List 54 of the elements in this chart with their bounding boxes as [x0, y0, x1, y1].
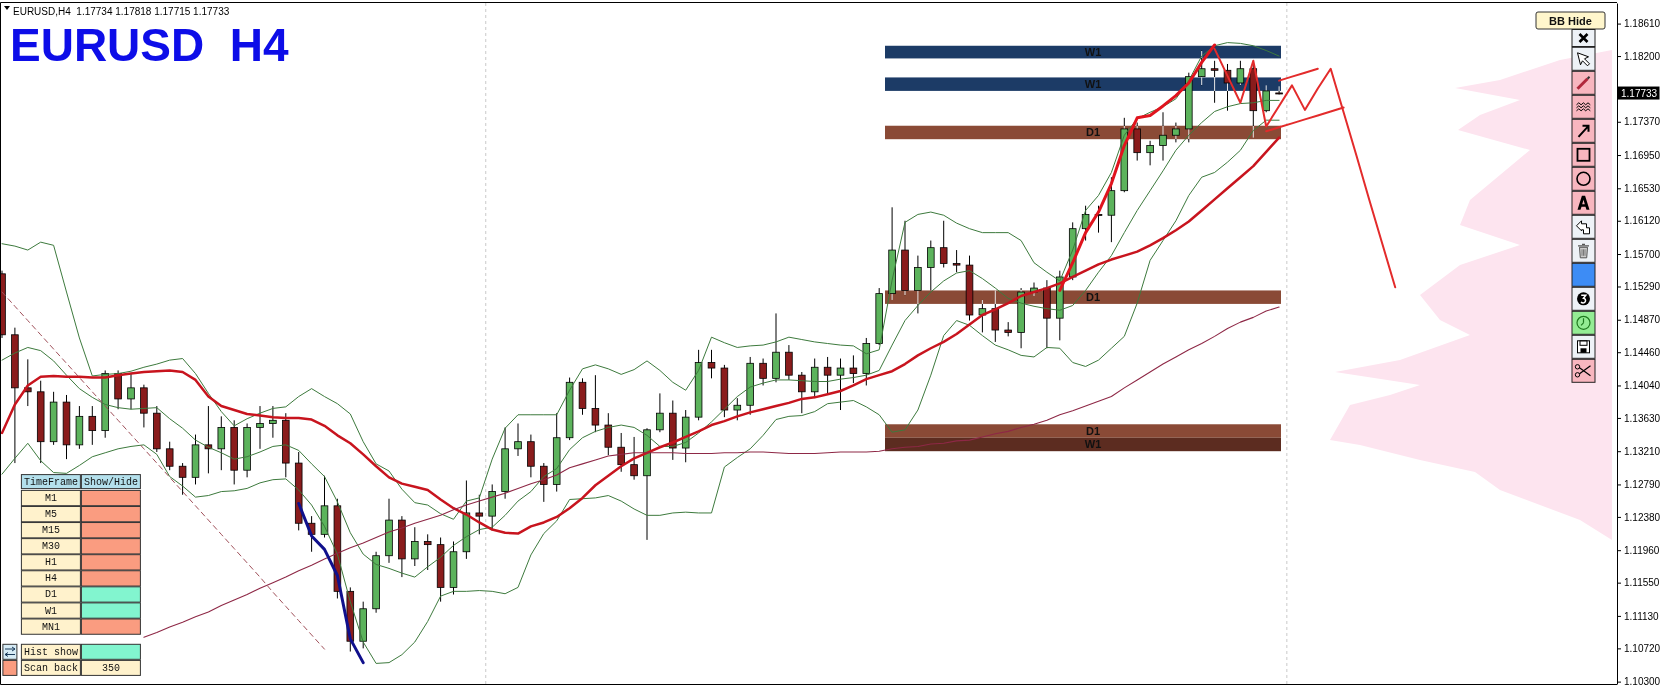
annotation: M5 [44, 509, 57, 521]
price-label: 1.17733 [1617, 86, 1660, 100]
value-cell: 350 [80, 659, 141, 676]
annotation: D1 [44, 589, 57, 601]
label-cell: W1 [20, 602, 81, 619]
y-tick-label: 1.18610 [1624, 18, 1661, 30]
y-tick-label: 1.14460 [1624, 346, 1661, 358]
band-label: W1 [1084, 438, 1102, 451]
label-cell: MN1 [20, 618, 81, 635]
y-tick-label: 1.12380 [1624, 511, 1661, 523]
chart-subtitle: EURUSD H4 [10, 19, 290, 71]
annotation: MN1 [41, 621, 60, 633]
band-label: D1 [1085, 425, 1101, 437]
y-tick-label: 1.15290 [1624, 281, 1661, 293]
annotation: W1 [44, 605, 57, 617]
header-cell: TimeFrame [20, 474, 81, 490]
annotation: H4 [44, 573, 57, 585]
y-tick-label: 1.14870 [1624, 314, 1661, 326]
band-label: W1 [1084, 78, 1102, 91]
hide-button: BB Hide [1535, 11, 1606, 30]
annotation: M15 [41, 525, 60, 537]
annotation: H1 [44, 557, 57, 569]
label-cell: M1 [20, 489, 81, 507]
y-tick-label: 1.10300 [1624, 676, 1661, 687]
band-label: D1 [1085, 126, 1101, 139]
y-tick-label: 1.16120 [1624, 215, 1661, 227]
label-cell: H1 [20, 554, 81, 571]
y-tick-label: 1.15700 [1624, 248, 1661, 260]
y-tick-label: 1.11960 [1624, 544, 1660, 556]
label-cell: Hist show [20, 643, 81, 660]
annotation: M1 [44, 493, 57, 505]
y-tick-label: 1.16950 [1624, 149, 1661, 161]
annotation: 350 [101, 662, 120, 674]
y-tick-label: 1.13210 [1624, 445, 1661, 457]
y-tick-label: 1.17370 [1624, 116, 1661, 128]
y-tick-label: 1.16530 [1624, 183, 1661, 194]
annotation: M30 [41, 541, 60, 553]
y-tick-label: 1.10720 [1624, 643, 1661, 655]
y-tick-label: 1.12790 [1624, 479, 1661, 491]
y-tick-label: 1.11130 [1624, 610, 1660, 622]
y-tick-label: 1.14040 [1624, 380, 1661, 392]
label-cell: M30 [20, 538, 81, 555]
band-label: W1 [1084, 46, 1102, 59]
chart-title: EURUSD,H4 1.17734 1.17818 1.17715 1.17733 [13, 5, 230, 17]
label-cell: M15 [20, 522, 81, 539]
label-cell: Scan back [20, 659, 81, 676]
y-tick-label: 1.13630 [1624, 412, 1661, 424]
y-tick-label: 1.18200 [1624, 50, 1661, 62]
label-cell: M5 [20, 505, 81, 523]
label-cell: D1 [20, 586, 81, 603]
y-tick-label: 1.11550 [1624, 577, 1660, 589]
header-cell: Show/Hide [80, 474, 141, 490]
band-label: D1 [1085, 291, 1101, 304]
label-cell: H4 [20, 570, 81, 587]
